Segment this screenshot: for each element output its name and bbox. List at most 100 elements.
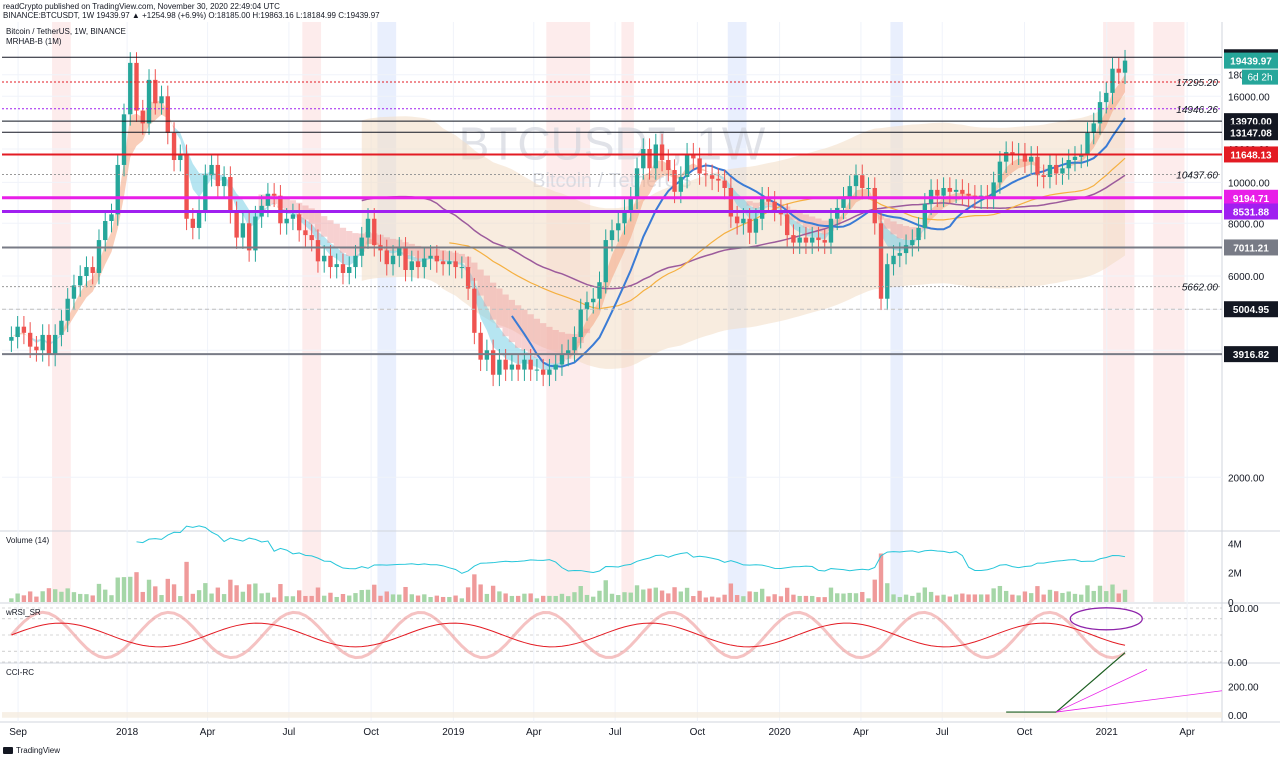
- candle-body: [415, 261, 421, 268]
- volume-bar: [885, 583, 890, 602]
- volume-bar: [103, 589, 108, 602]
- volume-bar: [828, 587, 834, 602]
- volume-bar: [46, 588, 52, 602]
- volume-bar: [109, 595, 114, 602]
- candle-body: [271, 193, 277, 196]
- cci-trendline: [1056, 690, 1223, 713]
- volume-bar: [584, 594, 590, 602]
- x-tick-label: Apr: [200, 727, 216, 738]
- volume-bar: [578, 586, 583, 602]
- candle-body: [171, 132, 177, 161]
- x-tick-label: Apr: [853, 727, 869, 738]
- rsi-highlight-ellipse: [1069, 607, 1143, 631]
- candle-body: [1060, 168, 1065, 174]
- publish-info: readCrypto published on TradingView.com,…: [3, 2, 280, 11]
- candle-body: [240, 223, 246, 238]
- candle-body: [322, 255, 327, 262]
- volume-bar: [271, 597, 277, 602]
- volume-bar: [365, 589, 371, 602]
- candle-body: [841, 197, 846, 208]
- volume-bar: [653, 587, 658, 602]
- x-tick-label: 2020: [768, 727, 791, 738]
- volume-bar: [997, 585, 1003, 602]
- candle-body: [866, 187, 871, 189]
- candle-body: [397, 247, 402, 256]
- volume-bar: [178, 596, 183, 602]
- volume-tick-label: 2M: [1228, 569, 1242, 580]
- volume-bar: [84, 594, 89, 602]
- candle-body: [178, 155, 183, 161]
- chart-canvas[interactable]: Sep 2018 Apr Jul Oct 2019 Apr Jul Oct 2020 Apr Jul O…: [0, 22, 1280, 744]
- candle-body: [728, 187, 734, 217]
- volume-bar: [1054, 591, 1059, 602]
- volume-bar: [1104, 591, 1109, 602]
- volume-bar: [409, 594, 414, 602]
- volume-bar: [447, 596, 452, 602]
- candle-body: [847, 186, 852, 198]
- candle-body: [334, 264, 339, 268]
- candle-body: [772, 201, 777, 211]
- volume-bar: [515, 595, 521, 602]
- candle-body: [597, 282, 602, 299]
- volume-bar: [747, 591, 752, 602]
- candle-body: [747, 218, 752, 233]
- volume-bar: [159, 595, 164, 602]
- candle-body: [84, 267, 89, 276]
- volume-bar: [59, 591, 64, 602]
- volume-bar: [697, 590, 702, 602]
- rsi-signal-line: [11, 622, 1126, 648]
- volume-bar: [572, 592, 577, 602]
- dotted-level-label: 10437.60: [1176, 171, 1218, 182]
- candle-body: [109, 214, 114, 222]
- volume-bar: [935, 595, 940, 602]
- volume-bar: [1016, 595, 1021, 602]
- x-tick-label: Oct: [1017, 727, 1033, 738]
- volume-bar: [484, 593, 490, 602]
- volume-bar: [397, 594, 402, 602]
- candle-body: [947, 187, 953, 192]
- x-tick-label: Apr: [1179, 727, 1195, 738]
- volume-bar: [284, 596, 289, 602]
- candle-body: [622, 210, 627, 224]
- candle-body: [628, 197, 633, 211]
- price-level-tag-label: 7011.21: [1233, 243, 1269, 254]
- candle-body: [1122, 60, 1128, 73]
- cci-pane-title: CCI-RC: [6, 668, 34, 677]
- y-tick-label: 8000.00: [1228, 219, 1265, 230]
- candle-body: [328, 255, 333, 268]
- volume-bar: [803, 595, 809, 602]
- volume-bar: [759, 588, 765, 602]
- candle-body: [678, 176, 684, 192]
- volume-bar: [490, 585, 496, 602]
- volume-bar: [203, 583, 208, 602]
- candle-body: [1054, 164, 1059, 174]
- candle-body: [653, 144, 658, 169]
- candle-body: [966, 193, 971, 196]
- tradingview-logo-icon: [3, 747, 13, 754]
- volume-bar: [797, 595, 802, 602]
- candle-body: [1010, 152, 1015, 154]
- volume-bar: [453, 595, 458, 602]
- candle-body: [159, 96, 164, 104]
- y-tick-label: 2000.00: [1228, 473, 1265, 484]
- price-level-tag-label: 3916.82: [1233, 350, 1270, 361]
- volume-bar: [922, 587, 928, 602]
- candle-body: [691, 153, 696, 159]
- candle-body: [1116, 68, 1121, 73]
- candle-body: [784, 214, 790, 236]
- volume-bar: [1003, 590, 1009, 602]
- volume-bar: [52, 589, 58, 602]
- volume-bar: [440, 596, 446, 602]
- price-level-tag: [1224, 189, 1278, 206]
- price-level-tag: [1224, 301, 1278, 318]
- ema-ribbon: [17, 332, 31, 339]
- ema-ribbon: [568, 160, 713, 360]
- volume-bar: [903, 594, 909, 602]
- price-level-tag-label: 13970.00: [1230, 117, 1272, 128]
- volume-bar: [609, 593, 615, 602]
- x-tick-label: 2019: [442, 727, 465, 738]
- candle-body: [203, 175, 208, 211]
- candle-body: [347, 267, 352, 273]
- candle-body: [559, 354, 565, 365]
- volume-bar: [835, 593, 840, 602]
